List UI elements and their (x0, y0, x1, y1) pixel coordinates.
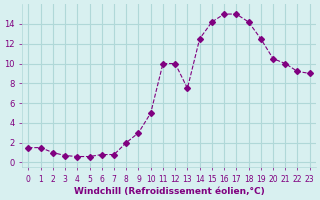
X-axis label: Windchill (Refroidissement éolien,°C): Windchill (Refroidissement éolien,°C) (74, 187, 264, 196)
